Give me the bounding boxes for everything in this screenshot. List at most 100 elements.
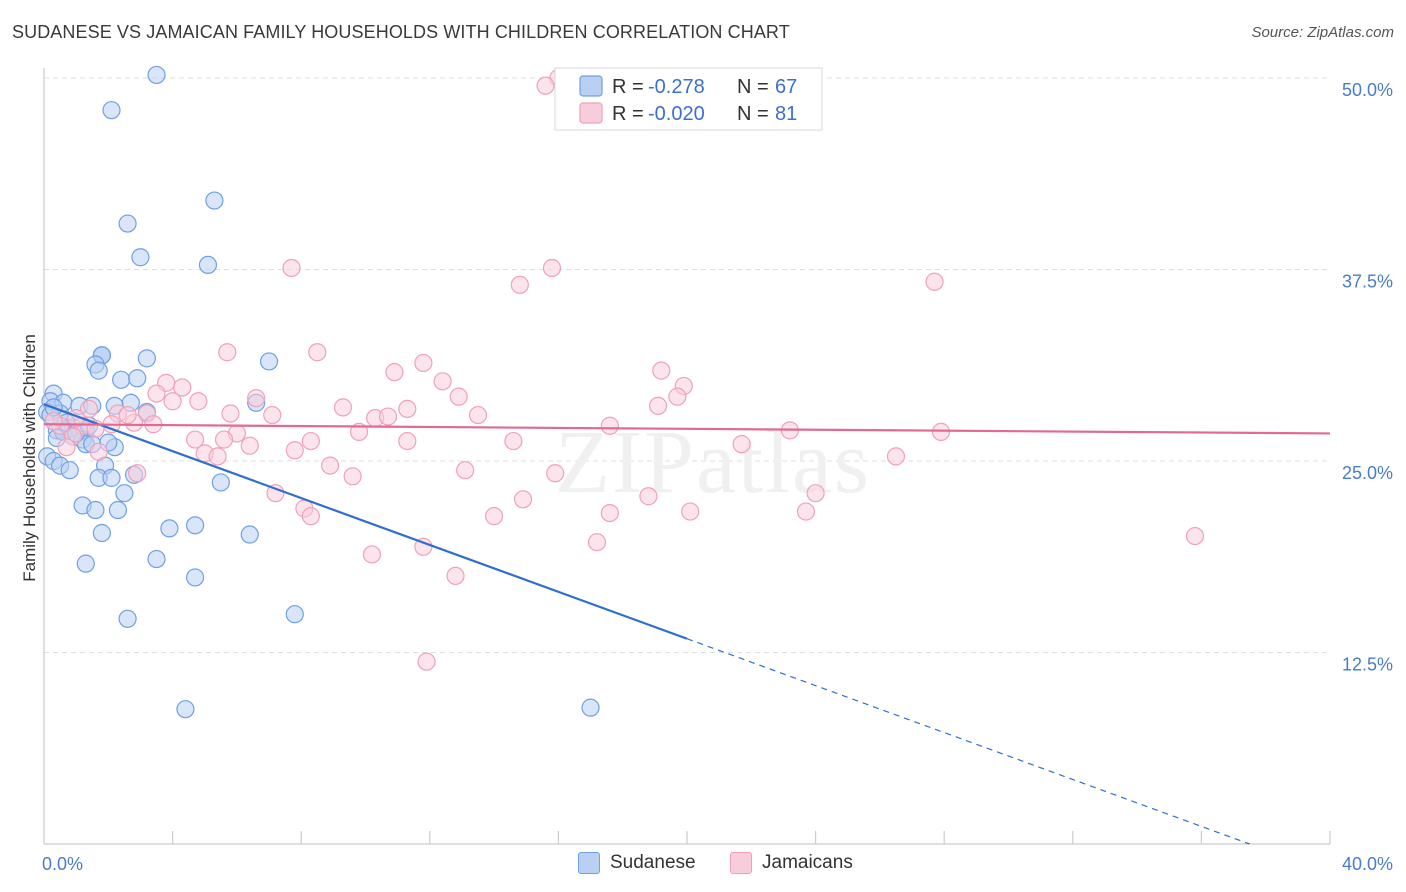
jamaican-point-68: [600, 503, 619, 523]
legend-r-value-2: -0.020: [648, 103, 705, 125]
jamaican-point-78: [468, 405, 488, 425]
sudanese-point-57: [118, 609, 137, 628]
jamaican-point-79: [128, 464, 147, 483]
sudanese-point-0: [147, 65, 166, 85]
jamaican-point-36: [600, 416, 619, 435]
sudanese-point-10: [259, 352, 279, 371]
jamaican-point-54: [886, 447, 906, 466]
jamaican-point-72: [362, 545, 382, 564]
sudanese-point-54: [76, 554, 95, 573]
jamaican-point-70: [587, 533, 607, 552]
jamaican-point-46: [398, 431, 417, 451]
jamaican-point-67: [485, 507, 504, 526]
jamaican-point-28: [263, 405, 282, 425]
jamaican-point-16: [147, 384, 166, 403]
sudanese-trend-line: [43, 403, 688, 640]
sudanese-point-1: [102, 101, 121, 120]
sudanese-point-47: [86, 500, 105, 520]
legend-r-value-1: -0.278: [648, 76, 705, 98]
jamaican-point-1: [536, 76, 555, 95]
jamaican-point-66: [301, 507, 320, 526]
legend-swatch-jamaicans: [579, 102, 603, 124]
jamaican-point-23: [648, 396, 668, 415]
jamaican-point-62: [681, 502, 700, 521]
sudanese-point-44: [211, 473, 230, 492]
jamaican-point-60: [266, 484, 285, 503]
sudanese-point-39: [60, 461, 79, 480]
jamaican-point-76: [118, 405, 137, 425]
y-tick-label-3: 50.0%: [1342, 80, 1393, 100]
y-tick-label-1: 25.0%: [1342, 463, 1393, 483]
legend-r-label-2: R =: [612, 103, 644, 125]
jamaican-point-10: [652, 361, 671, 380]
sudanese-point-48: [108, 500, 128, 520]
jamaican-point-30: [378, 407, 398, 426]
x-tick-label-min: 0.0%: [42, 854, 83, 874]
jamaican-point-20: [668, 387, 687, 406]
jamaican-point-38: [931, 422, 951, 441]
jamaican-point-56: [57, 438, 76, 457]
jamaican-trend-line: [43, 423, 1331, 435]
sudanese-swatch: [578, 852, 600, 874]
sudanese-point-45: [115, 484, 134, 503]
y-tick-label-0: 12.5%: [1342, 655, 1393, 675]
jamaican-point-52: [208, 447, 227, 466]
jamaican-point-42: [349, 422, 369, 441]
legend-label-jamaicans: Jamaicans: [762, 852, 853, 873]
jamaican-point-9: [385, 363, 404, 382]
gridlines: [44, 77, 1330, 653]
jamaican-point-64: [806, 484, 825, 503]
sudanese-point-58: [176, 700, 195, 719]
y-tick-label-2: 37.5%: [1342, 272, 1393, 292]
jamaican-point-11: [433, 372, 452, 391]
jamaican-point-21: [333, 398, 353, 417]
sudanese-point-5: [198, 255, 218, 275]
jamaican-point-5: [925, 272, 944, 291]
jamaican-point-44: [214, 430, 234, 449]
sudanese-point-51: [240, 525, 259, 544]
jamaican-point-49: [732, 435, 751, 454]
source-label: Source: ZipAtlas.com: [1251, 24, 1394, 41]
jamaican-point-69: [796, 502, 816, 521]
chart-title: SUDANESE VS JAMAICAN FAMILY HOUSEHOLDS W…: [12, 22, 790, 42]
trend-lines: [43, 403, 1331, 845]
x-tick-label-max: 40.0%: [1342, 854, 1393, 874]
sudanese-point-12: [89, 361, 108, 380]
sudanese-point-4: [131, 248, 150, 267]
jamaican-points: [44, 68, 1205, 671]
legend-n-value-2: 81: [775, 103, 797, 125]
jamaican-point-50: [89, 442, 108, 461]
jamaican-point-8: [414, 353, 433, 373]
sudanese-point-52: [92, 523, 111, 543]
sudanese-point-49: [186, 516, 205, 535]
jamaican-point-58: [456, 461, 475, 480]
sudanese-trend-extension: [686, 638, 1250, 845]
y-tick-labels: 12.5% 25.0% 37.5% 50.0%: [1342, 80, 1393, 675]
legend-item-sudanese[interactable]: Sudanese: [578, 852, 696, 874]
jamaican-point-59: [546, 464, 565, 483]
jamaican-point-45: [301, 431, 320, 451]
jamaican-point-48: [240, 436, 259, 455]
jamaican-point-3: [542, 258, 562, 278]
legend-n-value-1: 67: [775, 76, 797, 98]
jamaican-point-43: [186, 430, 205, 449]
jamaican-point-2: [282, 258, 301, 278]
legend-n-label-1: N =: [737, 76, 769, 98]
jamaican-point-14: [173, 378, 192, 397]
jamaican-point-27: [221, 404, 240, 423]
jamaican-point-73: [446, 566, 465, 586]
legend-box: R = -0.278 N = 67 R = -0.020 N = 81: [554, 67, 823, 131]
legend-item-jamaicans[interactable]: Jamaicans: [730, 852, 853, 874]
sudanese-points: [38, 65, 600, 719]
sudanese-point-56: [285, 605, 304, 624]
series-legend: Sudanese Jamaicans: [0, 850, 1406, 880]
sudanese-point-3: [118, 214, 137, 233]
jamaican-point-24: [79, 399, 99, 419]
jamaican-point-55: [321, 456, 340, 475]
sudanese-point-9: [137, 349, 156, 368]
sudanese-point-59: [581, 698, 600, 717]
sudanese-point-42: [102, 468, 121, 487]
jamaican-point-4: [510, 275, 529, 294]
sudanese-point-2: [205, 191, 224, 210]
